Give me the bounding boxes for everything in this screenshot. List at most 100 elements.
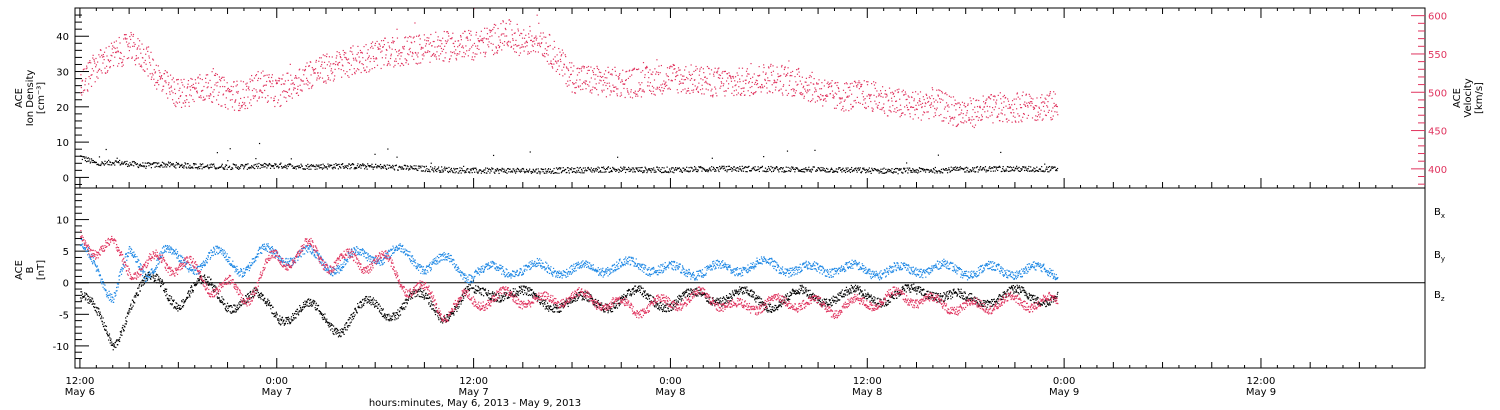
density-point [234, 164, 236, 166]
density-point [844, 171, 847, 174]
density-point [475, 167, 477, 169]
velocity-point [797, 68, 799, 70]
velocity-point [709, 84, 711, 86]
b-axis-label: ACE B [nT] [14, 260, 47, 280]
velocity-point [443, 30, 445, 33]
bx-point [119, 340, 121, 343]
velocity-point [206, 87, 208, 89]
velocity-point [894, 108, 896, 110]
density-point [884, 172, 886, 174]
velocity-point [260, 72, 262, 74]
velocity-point [167, 84, 170, 86]
velocity-point [213, 89, 215, 91]
velocity-point [267, 100, 269, 102]
velocity-point [1051, 97, 1053, 100]
velocity-point [581, 83, 583, 85]
velocity-point [302, 80, 304, 82]
bx-point [92, 302, 94, 304]
velocity-point [459, 51, 461, 53]
density-point [428, 170, 431, 172]
velocity-point [930, 103, 932, 106]
velocity-point [675, 72, 677, 74]
velocity-point [850, 108, 852, 110]
density-point [631, 169, 633, 171]
density-point [670, 168, 672, 170]
velocity-point [935, 99, 937, 101]
density-point [385, 167, 387, 170]
bx-point [395, 312, 397, 314]
density-point [989, 167, 991, 170]
density-point [743, 167, 745, 169]
density-point [665, 171, 668, 173]
bx-point [164, 288, 166, 290]
velocity-point [996, 99, 998, 101]
bx-point [229, 305, 231, 307]
density-point [177, 162, 179, 165]
density-point [516, 167, 519, 170]
velocity-point [100, 49, 102, 51]
density-point [316, 165, 319, 167]
velocity-point [750, 91, 753, 94]
velocity-point [946, 105, 948, 107]
velocity-point [761, 84, 763, 86]
velocity-point [272, 80, 274, 82]
bx-point [179, 308, 181, 311]
density-point [141, 164, 143, 167]
density-point [862, 168, 864, 170]
velocity-point [332, 71, 334, 73]
density-point [491, 168, 493, 170]
density-point [577, 169, 580, 171]
bx-point [373, 306, 376, 308]
density-point [814, 170, 817, 172]
velocity-point [88, 75, 90, 78]
bx-point [334, 327, 336, 329]
bx-point [405, 299, 408, 301]
density-point [978, 169, 980, 171]
density-point [766, 170, 768, 172]
density-point [87, 157, 90, 159]
velocity-point [911, 96, 913, 99]
bx-point [406, 301, 408, 304]
velocity-point [1032, 98, 1034, 100]
velocity-point [212, 91, 214, 93]
velocity-point [1007, 107, 1009, 109]
velocity-point [792, 94, 794, 97]
velocity-point [640, 71, 642, 73]
bx-point [156, 282, 158, 284]
density-point [333, 163, 335, 166]
velocity-point [953, 105, 955, 107]
velocity-point [970, 102, 972, 105]
bx-point [248, 295, 250, 297]
density-point [720, 167, 723, 169]
velocity-point [293, 87, 295, 89]
velocity-point [545, 42, 547, 44]
density-point [810, 170, 812, 172]
bx-point [112, 344, 114, 346]
density-point [968, 170, 970, 173]
velocity-point [945, 117, 947, 119]
velocity-point [1011, 100, 1014, 102]
velocity-point [106, 55, 108, 57]
bx-point [149, 274, 151, 277]
velocity-point [403, 48, 405, 50]
velocity-point [209, 95, 211, 97]
density-point [995, 168, 998, 170]
velocity-point [1034, 105, 1036, 107]
density-point [232, 163, 234, 165]
velocity-point [715, 71, 717, 73]
velocity-point [684, 88, 686, 90]
density-point [638, 167, 640, 169]
density-point [546, 172, 548, 174]
velocity-point [392, 40, 394, 42]
velocity-point [681, 75, 684, 77]
bx-point [342, 328, 344, 330]
velocity-point [547, 45, 550, 48]
velocity-point [703, 93, 705, 95]
velocity-point [950, 117, 953, 119]
bx-point [410, 296, 413, 299]
bx-point [333, 333, 335, 336]
density-point [621, 167, 623, 169]
velocity-point [611, 68, 614, 71]
velocity-point [580, 70, 583, 72]
